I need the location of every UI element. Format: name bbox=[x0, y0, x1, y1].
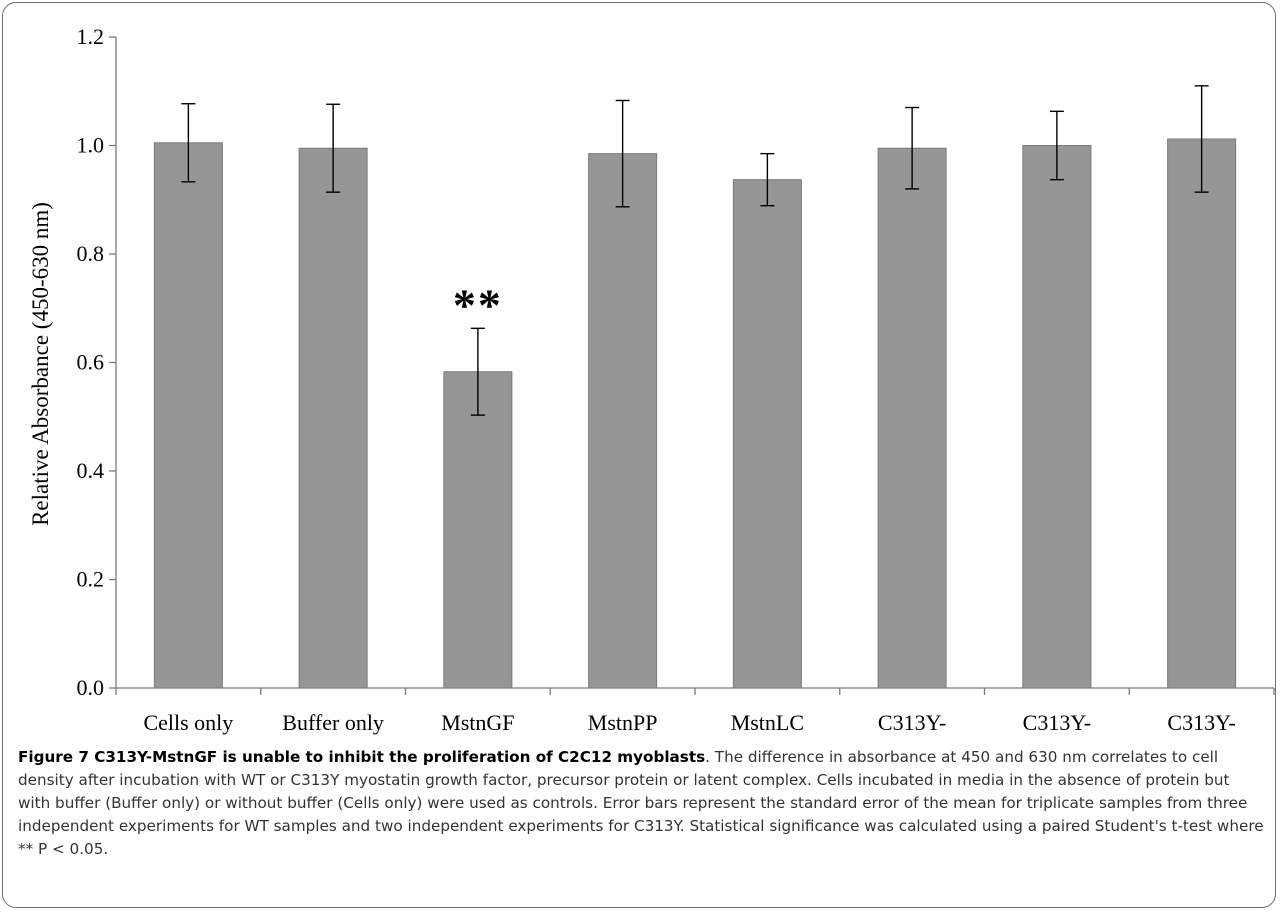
bar bbox=[877, 147, 947, 689]
plot-area: 0.0 0.2 0.4 0.6 0.8 1.0 1.2 Cells only Buffer on… bbox=[77, 24, 1275, 745]
y-axis-label: Relative Absorbance (450-630 nm) bbox=[28, 202, 53, 526]
y-tick-label: 1.2 bbox=[77, 24, 105, 49]
caption-title: Figure 7 C313Y-MstnGF is unable to inhib… bbox=[18, 748, 706, 766]
bar bbox=[298, 147, 368, 689]
x-tick-label: MstnLC bbox=[1165, 740, 1238, 745]
x-tick-label: MstnGF bbox=[875, 740, 948, 745]
x-tick-label: C313Y- bbox=[878, 710, 946, 735]
x-tick-label: MstnPP bbox=[588, 710, 658, 735]
x-tick-label: MstnLC bbox=[731, 710, 804, 735]
significance-marker: ** bbox=[453, 279, 503, 330]
bar bbox=[588, 153, 658, 689]
bar bbox=[153, 142, 223, 689]
y-tick-label: 0.0 bbox=[77, 675, 105, 700]
y-tick-label: 1.0 bbox=[77, 133, 105, 158]
x-tick-label: MstnGF bbox=[441, 710, 514, 735]
bar bbox=[1022, 145, 1092, 689]
bar bbox=[1167, 138, 1237, 689]
y-tick-label: 0.8 bbox=[77, 241, 105, 266]
y-tick-label: 0.2 bbox=[77, 567, 105, 592]
bar-chart: Relative Absorbance (450-630 nm) 0.00.20… bbox=[28, 24, 1275, 745]
y-tick-label: 0.4 bbox=[77, 458, 105, 483]
x-tick-label: C313Y- bbox=[1023, 710, 1091, 735]
bar bbox=[443, 371, 513, 689]
bar bbox=[732, 179, 802, 689]
x-tick-label: C313Y- bbox=[1167, 710, 1235, 735]
caption-body: . The difference in absorbance at 450 an… bbox=[18, 748, 1264, 858]
x-tick-label: Cells only bbox=[143, 710, 233, 735]
y-tick-label: 0.6 bbox=[77, 350, 105, 375]
x-tick-label: Buffer only bbox=[282, 710, 384, 735]
x-tick-label: MstnPP bbox=[1022, 740, 1092, 745]
figure-caption: Figure 7 C313Y-MstnGF is unable to inhib… bbox=[18, 746, 1266, 861]
